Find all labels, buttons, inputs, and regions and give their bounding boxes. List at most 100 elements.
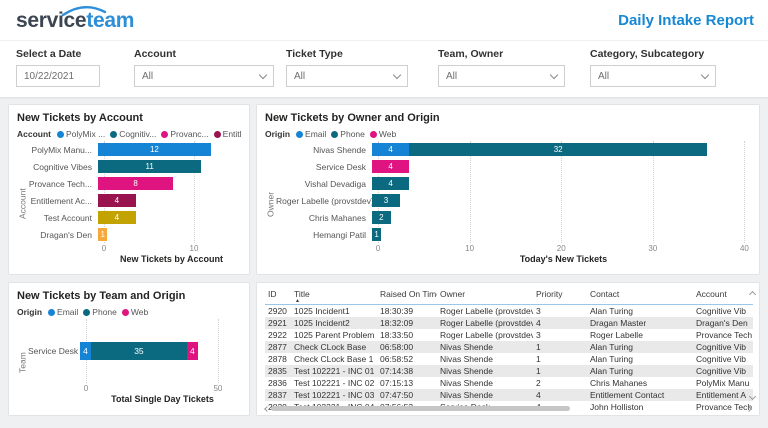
filter-label: Ticket Type — [286, 48, 343, 60]
bar-segment[interactable]: 1 — [372, 228, 382, 241]
bar-track: 4 35 4 — [80, 342, 239, 360]
card-new-tickets-by-team-and-origin: New Tickets by Team and Origin Origin Ema… — [8, 282, 250, 416]
bar-segment[interactable]: 4 — [372, 160, 410, 173]
scroll-left-icon[interactable] — [264, 405, 270, 412]
column-header[interactable]: Account — [693, 286, 753, 305]
x-axis: 0 10 20 30 40 — [375, 243, 749, 254]
scroll-right-icon[interactable] — [746, 405, 752, 412]
account-chart-legend: Account PolyMix ... Cognitiv... Provanc... E… — [17, 127, 241, 141]
legend-item[interactable]: Provanc... — [161, 129, 209, 139]
table-cell: PolyMix Manu — [696, 378, 750, 388]
x-axis: 0 10 — [102, 243, 239, 254]
card-new-tickets-by-owner-and-origin: New Tickets by Owner and Origin Origin Em… — [256, 104, 760, 275]
bar-segment[interactable]: 12 — [98, 143, 211, 156]
bar-segment[interactable]: 4 — [372, 143, 410, 156]
table-row[interactable]: 2877 Check CLock Base 06:58:00 Nivas Shende… — [265, 341, 753, 353]
bar-track: 2 — [372, 211, 749, 224]
table-row[interactable]: 2920 1025 Incident1 18:30:39 Roger Labelle … — [265, 305, 753, 318]
column-header[interactable]: ID — [265, 286, 291, 305]
legend-title: Account — [17, 129, 51, 139]
bar-track: 4 — [372, 160, 749, 173]
bar-segment[interactable]: 1 — [98, 228, 108, 241]
filter-label: Team, Owner — [438, 48, 504, 60]
dropdown-value: All — [598, 70, 610, 82]
chart-row: Provance Tech... 8 — [28, 175, 241, 192]
legend-item[interactable]: Web — [121, 307, 148, 317]
table-cell: 07:15:13 — [380, 378, 414, 388]
chart-row: Chris Mahanes 2 — [276, 209, 751, 226]
table-row[interactable]: 2922 1025 Parent Problem 18:33:50 Roger Lab… — [265, 329, 753, 341]
bar-segment[interactable]: 8 — [98, 177, 174, 190]
table-cell: 3 — [536, 330, 541, 340]
bar-segment[interactable]: 4 — [186, 342, 198, 360]
date-input[interactable] — [24, 70, 92, 82]
bar-rows: PolyMix Manu... 12 Cognitive Vibes 11 Provan… — [28, 141, 241, 243]
legend-dot-icon — [83, 308, 91, 316]
legend-dot-icon — [213, 130, 221, 138]
filter-category-subcategory: Category, Subcategory All — [590, 48, 716, 87]
column-header[interactable]: Raised On Time — [377, 286, 437, 305]
bar-segment[interactable]: 35 — [90, 342, 187, 360]
chart-row: Hemangi Patil 1 — [276, 226, 751, 243]
chart-row: Entitlement Ac... 4 — [28, 192, 241, 209]
legend-dot-icon — [57, 130, 64, 138]
bar-segment[interactable]: 4 — [372, 177, 410, 190]
table-cell: Nivas Shende — [440, 390, 493, 400]
table-row[interactable]: 2878 Check CLock Base 1 06:58:52 Nivas Shen… — [265, 353, 753, 365]
ticket-type-dropdown[interactable]: All — [286, 65, 408, 87]
column-header[interactable]: Contact — [587, 286, 693, 305]
bar-segment[interactable]: 4 — [98, 194, 136, 207]
bar-segment[interactable]: 3 — [372, 194, 400, 207]
axis-tick: 0 — [375, 244, 381, 253]
table-row[interactable]: 2921 1025 Incident2 18:32:09 Roger Labelle … — [265, 317, 753, 329]
legend-item[interactable]: Email — [48, 307, 78, 317]
table-cell: 2 — [536, 378, 541, 388]
gridline — [744, 141, 746, 243]
legend-item[interactable]: Entitlem... — [213, 129, 241, 139]
table-row[interactable]: 2837 Test 102221 - INC 03 07:47:50 Nivas Sh… — [265, 389, 753, 401]
table-horizontal-scrollbar[interactable] — [264, 405, 752, 412]
chart-row: Roger Labelle (provstdev) 3 — [276, 192, 751, 209]
bar-rows: Nivas Shende 4 32 Service Desk 4 Vishal Devad… — [276, 141, 751, 243]
team-owner-dropdown[interactable]: All — [438, 65, 565, 87]
legend-item[interactable]: Email — [296, 129, 326, 139]
table-row[interactable]: 2835 Test 102221 - INC 01 07:14:38 Nivas Sh… — [265, 365, 753, 377]
legend-item[interactable]: Phone — [83, 307, 117, 317]
table-cell: Alan Turing — [590, 306, 633, 316]
plot-area: Nivas Shende 4 32 Service Desk 4 Vishal Devad… — [276, 141, 751, 267]
gridline — [217, 319, 219, 383]
chart-title: New Tickets by Team and Origin — [17, 290, 186, 302]
column-header[interactable]: Priority — [533, 286, 587, 305]
bar-segment[interactable]: 32 — [409, 143, 708, 156]
bar-segment[interactable]: 4 — [80, 342, 91, 360]
bar-segment[interactable]: 4 — [98, 211, 136, 224]
legend-item[interactable]: Cognitiv... — [110, 129, 156, 139]
owner-origin-bar-chart: Owner Nivas Shende 4 32 Service Desk 4 Vishal … — [265, 141, 751, 267]
table-header: ID Title ▲ Raised On Time Owner Priority Conta… — [265, 286, 753, 305]
card-tickets-table: ID Title ▲ Raised On Time Owner Priority Conta… — [256, 282, 760, 416]
table-cell: 2837 — [268, 390, 287, 400]
legend-item[interactable]: PolyMix ... — [57, 129, 105, 139]
scrollbar-thumb[interactable] — [271, 406, 570, 411]
table-cell: 2878 — [268, 354, 287, 364]
category-dropdown[interactable]: All — [590, 65, 716, 87]
scrollbar-track[interactable] — [271, 406, 745, 411]
bar-segment[interactable]: 11 — [98, 160, 202, 173]
x-axis-label: Total Single Day Tickets — [111, 394, 214, 404]
column-header[interactable]: Owner — [437, 286, 533, 305]
table-cell: Test 102221 - INC 03 — [294, 390, 375, 400]
bar-track: 4 — [98, 211, 239, 224]
legend-title: Origin — [265, 129, 291, 139]
axis-tick: 10 — [189, 244, 199, 253]
table-row[interactable]: 2836 Test 102221 - INC 02 07:15:13 Nivas Sh… — [265, 377, 753, 389]
legend-item[interactable]: Web — [369, 129, 396, 139]
table-cell: 2836 — [268, 378, 287, 388]
bar-segment[interactable]: 2 — [372, 211, 391, 224]
axis-tick: 20 — [556, 244, 566, 253]
column-header[interactable]: Title ▲ — [291, 286, 377, 305]
filter-account: Account All — [134, 48, 274, 87]
chevron-down-icon — [549, 70, 559, 79]
legend-item[interactable]: Phone — [331, 129, 365, 139]
account-dropdown[interactable]: All — [134, 65, 274, 87]
axis-tick: 50 — [213, 384, 223, 393]
